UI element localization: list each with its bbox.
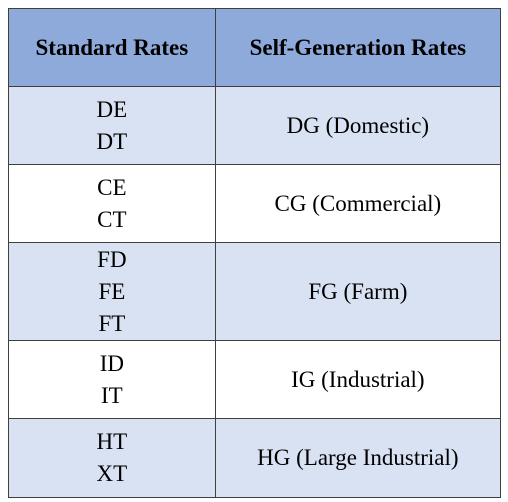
rate-code: FT <box>98 310 126 336</box>
self-generation-rate-cell: HG (Large Industrial) <box>214 418 502 498</box>
table-row: HT XT HG (Large Industrial) <box>8 418 502 498</box>
table-row: FD FE FT FG (Farm) <box>8 242 502 341</box>
standard-rates-cell: CE CT <box>8 164 216 243</box>
self-generation-rate-cell: DG (Domestic) <box>214 86 502 165</box>
standard-rates-cell: ID IT <box>8 340 216 419</box>
rate-code: DE <box>96 96 128 122</box>
standard-rates-cell: HT XT <box>8 418 216 498</box>
table-row: ID IT IG (Industrial) <box>8 340 502 419</box>
rate-code: FE <box>98 278 126 304</box>
rate-code: HT <box>96 429 128 454</box>
standard-rates-cell: FD FE FT <box>8 242 216 341</box>
header-self-generation-rates: Self-Generation Rates <box>214 8 502 87</box>
rate-code: XT <box>96 461 128 486</box>
table-row: DE DT DG (Domestic) <box>8 86 502 165</box>
rate-code: ID <box>99 350 124 376</box>
rate-code: CE <box>97 174 127 200</box>
self-generation-rate-cell: CG (Commercial) <box>214 164 502 243</box>
rate-code: CT <box>97 206 127 232</box>
rate-code: DT <box>96 128 128 154</box>
self-generation-rate-cell: FG (Farm) <box>214 242 502 341</box>
rate-code: FD <box>97 246 127 272</box>
header-row: Standard Rates Self-Generation Rates <box>8 8 502 87</box>
standard-rates-cell: DE DT <box>8 86 216 165</box>
header-standard-rates: Standard Rates <box>8 8 216 87</box>
table-row: CE CT CG (Commercial) <box>8 164 502 243</box>
self-generation-rate-cell: IG (Industrial) <box>214 340 502 419</box>
rates-table: Standard Rates Self-Generation Rates DE … <box>8 8 502 498</box>
rate-code: IT <box>101 382 123 408</box>
